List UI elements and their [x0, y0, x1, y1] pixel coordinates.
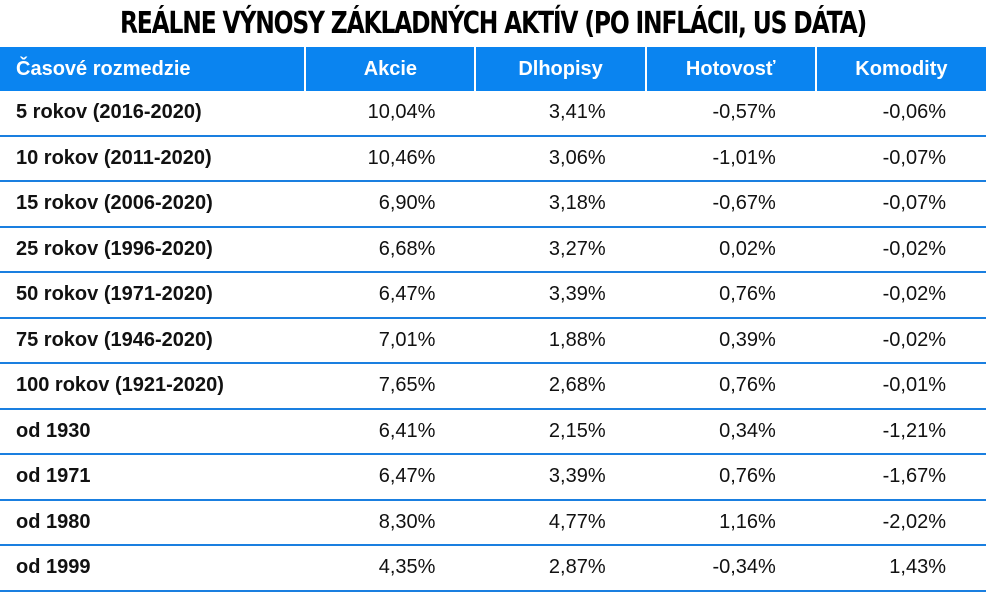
cell-cash: 0,39% — [645, 317, 816, 364]
cell-bonds: 3,39% — [475, 454, 646, 501]
cell-commodities: -1,21% — [815, 408, 986, 455]
cell-commodities: -0,02% — [815, 317, 986, 364]
cell-stocks: 7,65% — [305, 363, 476, 410]
table-row: 25 rokov (1996-2020) 6,68% 3,27% 0,02% -… — [0, 226, 986, 273]
cell-cash: -0,67% — [645, 181, 816, 228]
table-row: 100 rokov (1921-2020) 7,65% 2,68% 0,76% … — [0, 363, 986, 410]
header-row: Časové rozmedzie Akcie Dlhopisy Hotovosť… — [0, 47, 986, 91]
cell-commodities: -0,02% — [815, 272, 986, 319]
cell-bonds: 3,18% — [475, 181, 646, 228]
cell-stocks: 6,90% — [305, 181, 476, 228]
row-period: 15 rokov (2006-2020) — [0, 181, 306, 228]
table-title: REÁLNE VÝNOSY ZÁKLADNÝCH AKTÍV (PO INFLÁ… — [119, 6, 867, 41]
column-header-cash: Hotovosť — [644, 47, 816, 91]
cell-commodities: -0,01% — [815, 363, 986, 410]
table-row: 50 rokov (1971-2020) 6,47% 3,39% 0,76% -… — [0, 272, 986, 319]
cell-cash: 0,34% — [645, 408, 816, 455]
table-row: 5 rokov (2016-2020) 10,04% 3,41% -0,57% … — [0, 91, 986, 137]
cell-cash: -1,01% — [645, 135, 816, 182]
cell-stocks: 6,68% — [305, 226, 476, 273]
row-period: od 1980 — [0, 499, 306, 546]
cell-bonds: 3,27% — [475, 226, 646, 273]
cell-bonds: 3,39% — [475, 272, 646, 319]
cell-cash: 1,16% — [645, 499, 816, 546]
row-period: 50 rokov (1971-2020) — [0, 272, 306, 319]
cell-stocks: 7,01% — [305, 317, 476, 364]
cell-cash: 0,76% — [645, 272, 816, 319]
cell-bonds: 2,15% — [475, 408, 646, 455]
returns-table: Časové rozmedzie Akcie Dlhopisy Hotovosť… — [0, 47, 986, 592]
cell-commodities: -0,02% — [815, 226, 986, 273]
cell-stocks: 8,30% — [305, 499, 476, 546]
cell-commodities: -0,06% — [815, 91, 986, 137]
cell-cash: 0,02% — [645, 226, 816, 273]
cell-bonds: 4,77% — [475, 499, 646, 546]
row-period: 5 rokov (2016-2020) — [0, 91, 306, 137]
cell-stocks: 10,46% — [305, 135, 476, 182]
row-period: od 1971 — [0, 454, 306, 501]
row-period: od 1930 — [0, 408, 306, 455]
cell-cash: 0,76% — [645, 454, 816, 501]
cell-commodities: -0,07% — [815, 135, 986, 182]
cell-stocks: 6,41% — [305, 408, 476, 455]
table-row: od 1930 6,41% 2,15% 0,34% -1,21% — [0, 408, 986, 455]
row-period: od 1999 — [0, 545, 306, 592]
column-header-commodities: Komodity — [814, 47, 986, 91]
cell-commodities: -0,07% — [815, 181, 986, 228]
cell-bonds: 2,68% — [475, 363, 646, 410]
cell-stocks: 4,35% — [305, 545, 476, 592]
row-period: 100 rokov (1921-2020) — [0, 363, 306, 410]
cell-bonds: 2,87% — [475, 545, 646, 592]
row-period: 75 rokov (1946-2020) — [0, 317, 306, 364]
table-row: 75 rokov (1946-2020) 7,01% 1,88% 0,39% -… — [0, 317, 986, 364]
cell-stocks: 6,47% — [305, 454, 476, 501]
table-row: 15 rokov (2006-2020) 6,90% 3,18% -0,67% … — [0, 181, 986, 228]
cell-commodities: -2,02% — [815, 499, 986, 546]
column-header-stocks: Akcie — [304, 47, 476, 91]
column-header-bonds: Dlhopisy — [474, 47, 646, 91]
cell-stocks: 6,47% — [305, 272, 476, 319]
table-row: od 1999 4,35% 2,87% -0,34% 1,43% — [0, 545, 986, 592]
cell-cash: 0,76% — [645, 363, 816, 410]
table-row: 10 rokov (2011-2020) 10,46% 3,06% -1,01%… — [0, 135, 986, 182]
table-row: od 1980 8,30% 4,77% 1,16% -2,02% — [0, 499, 986, 546]
cell-cash: -0,57% — [645, 91, 816, 137]
cell-bonds: 3,06% — [475, 135, 646, 182]
column-header-period: Časové rozmedzie — [0, 47, 306, 91]
cell-bonds: 3,41% — [475, 91, 646, 137]
row-period: 25 rokov (1996-2020) — [0, 226, 306, 273]
row-period: 10 rokov (2011-2020) — [0, 135, 306, 182]
cell-commodities: 1,43% — [815, 545, 986, 592]
cell-bonds: 1,88% — [475, 317, 646, 364]
cell-stocks: 10,04% — [305, 91, 476, 137]
cell-cash: -0,34% — [645, 545, 816, 592]
table-row: od 1971 6,47% 3,39% 0,76% -1,67% — [0, 454, 986, 501]
cell-commodities: -1,67% — [815, 454, 986, 501]
